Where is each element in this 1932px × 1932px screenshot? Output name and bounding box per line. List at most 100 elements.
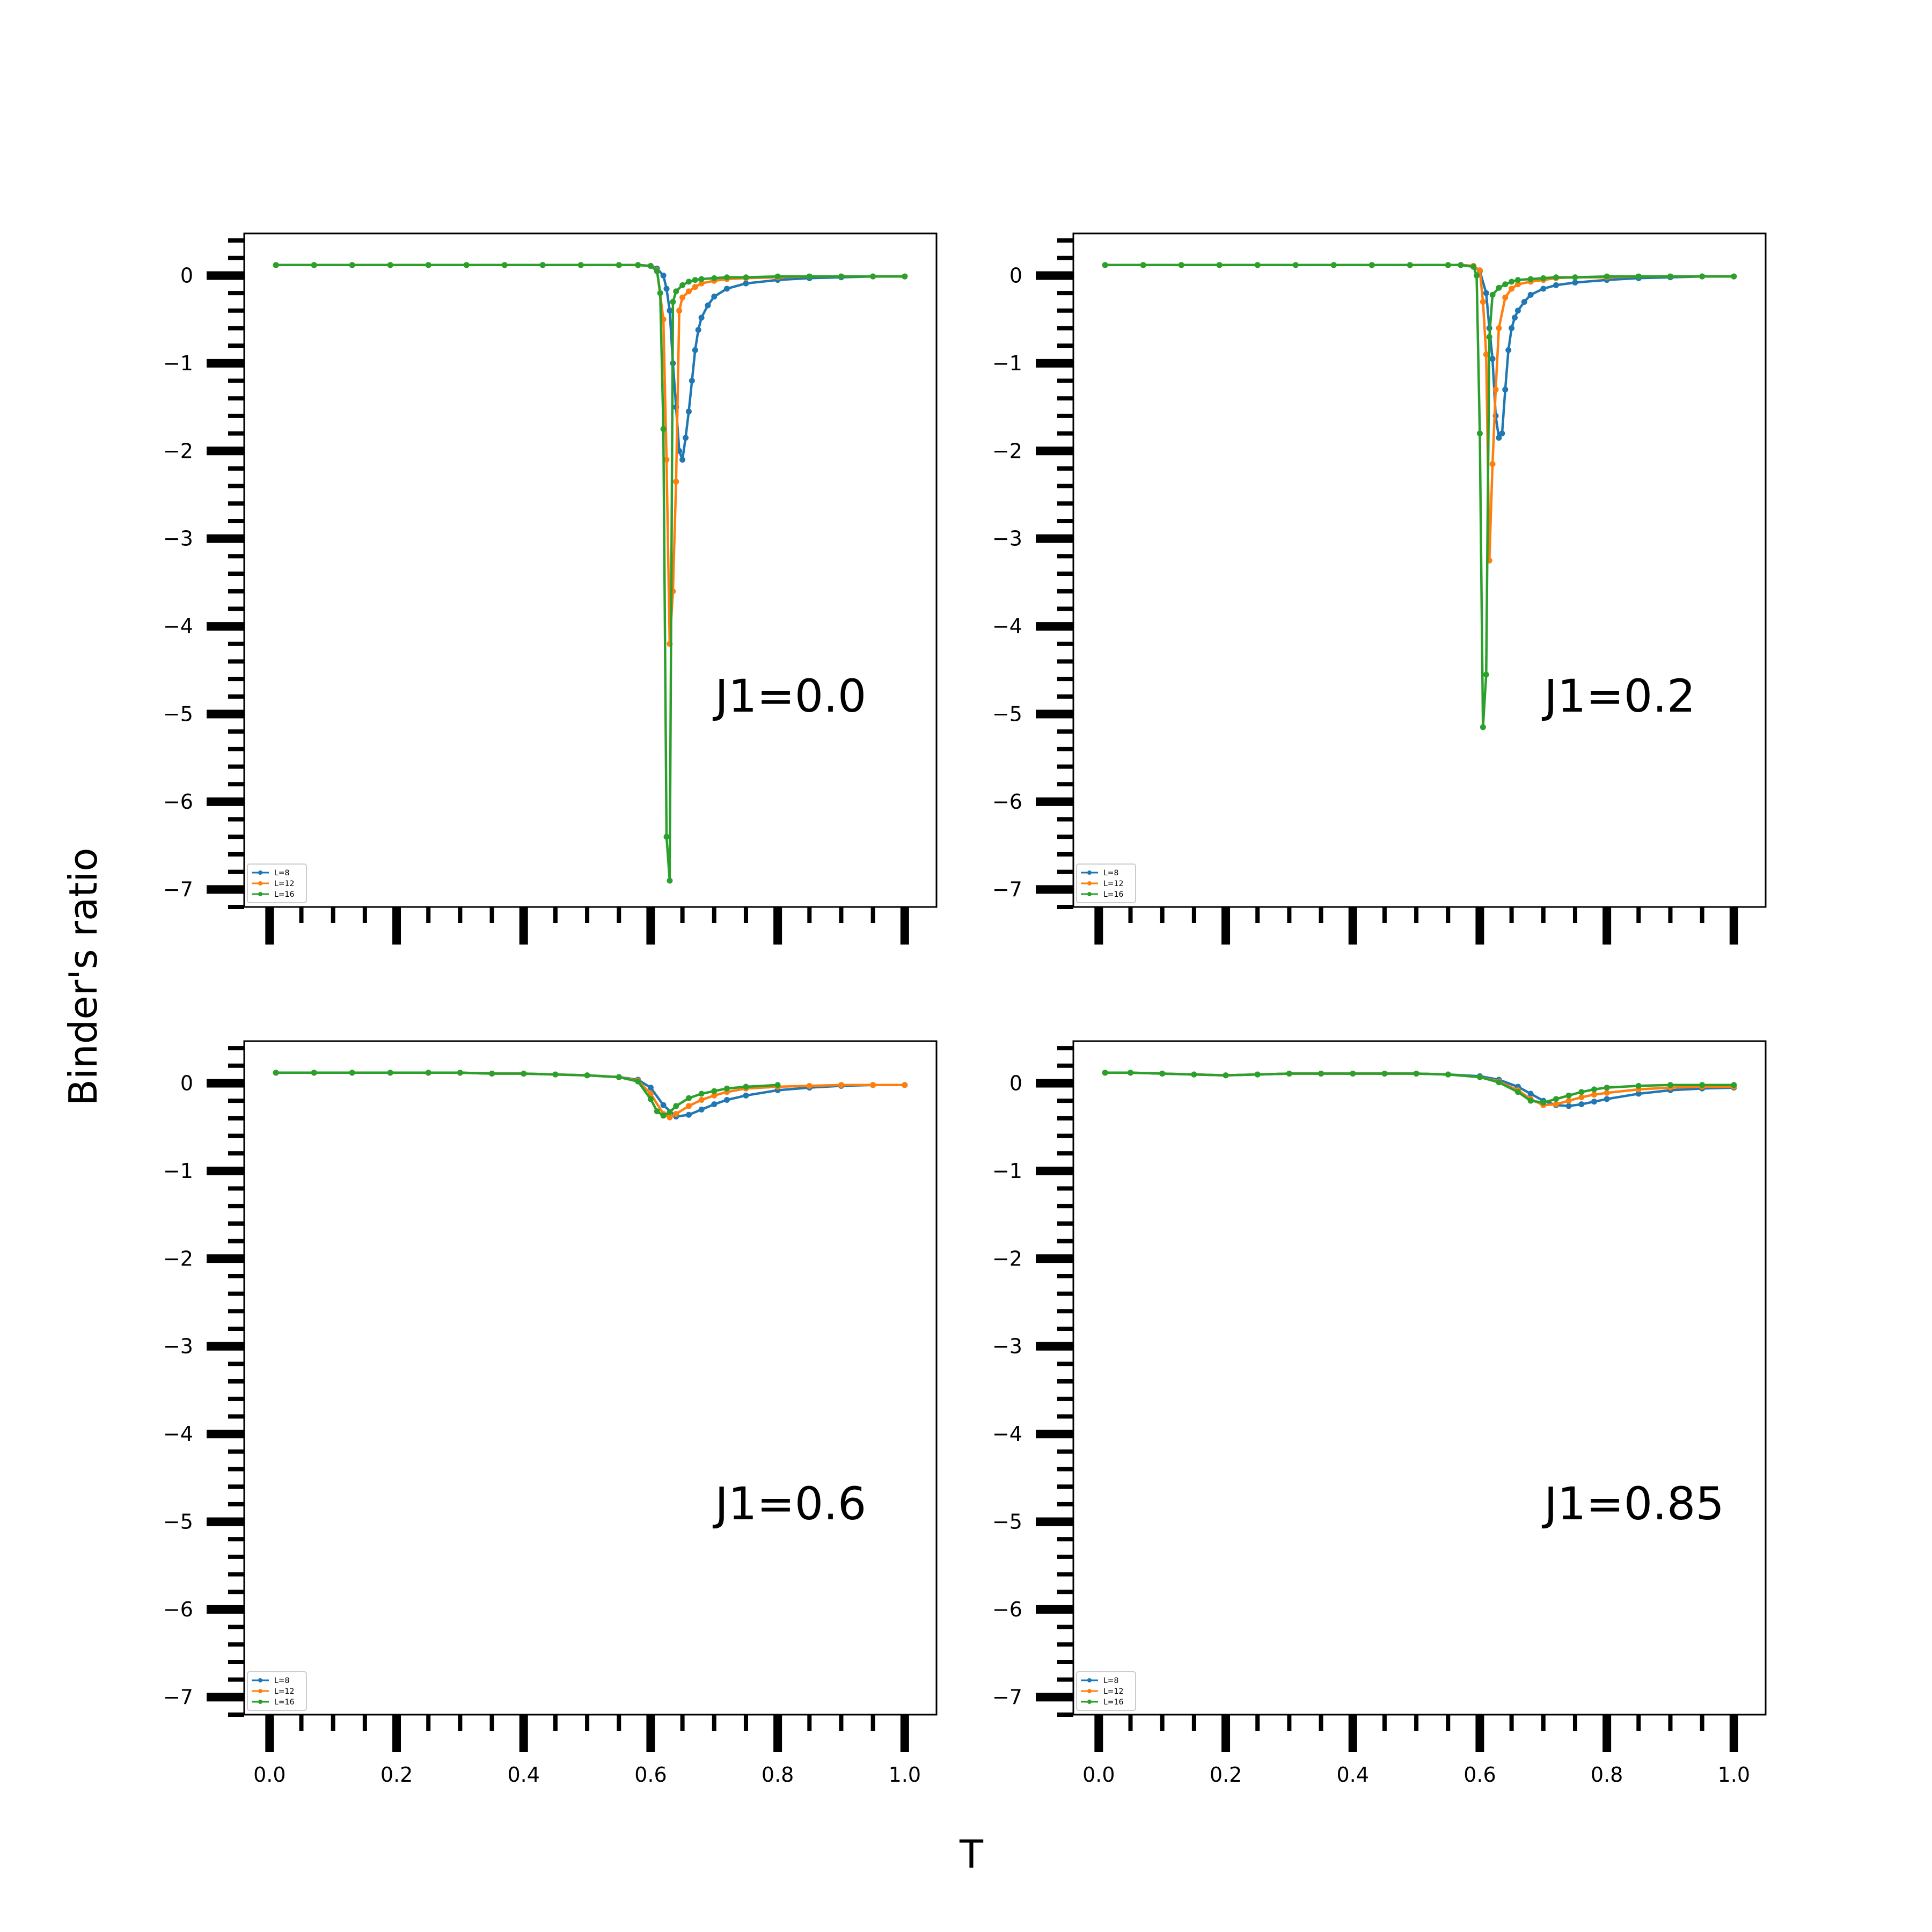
data-point xyxy=(1527,1097,1534,1104)
data-point xyxy=(1572,274,1578,281)
data-point xyxy=(663,833,670,840)
data-point xyxy=(660,272,667,279)
data-point xyxy=(1480,724,1486,730)
data-point xyxy=(1540,1099,1547,1106)
data-point xyxy=(1667,1082,1673,1088)
legend-marker xyxy=(1087,870,1092,875)
x-tick-label: 0.0 xyxy=(253,1763,286,1787)
y-tick-label: −3 xyxy=(163,527,193,551)
data-point xyxy=(1505,347,1512,353)
legend-marker xyxy=(258,892,262,896)
data-point xyxy=(387,1070,393,1076)
data-point xyxy=(663,286,670,292)
data-point xyxy=(723,286,730,292)
data-point xyxy=(1553,274,1559,281)
data-point xyxy=(387,262,393,268)
data-point xyxy=(1476,1074,1483,1080)
legend-label: L=12 xyxy=(1103,880,1123,888)
data-point xyxy=(838,1082,844,1088)
legend-label: L=8 xyxy=(274,1677,289,1685)
data-point xyxy=(1474,272,1480,279)
legend-label: L=8 xyxy=(274,869,289,877)
data-point xyxy=(1191,1071,1197,1078)
data-point xyxy=(1509,279,1515,285)
data-point xyxy=(501,262,508,268)
chart-panel-3: 0 −1 −2 −3 −4 −5 −6 −7 0.0 0.2 0.4 0.6 0.8 1.0 J1=0.6 L… xyxy=(163,1040,938,1787)
x-tick-label: 0.8 xyxy=(762,1763,794,1787)
data-point xyxy=(1489,356,1496,362)
data-point xyxy=(1565,1103,1572,1109)
data-point xyxy=(1540,286,1547,292)
data-point xyxy=(660,1113,667,1119)
data-point xyxy=(743,280,749,287)
data-point xyxy=(723,1085,730,1092)
panel-annotation: J1=0.6 xyxy=(712,1477,866,1530)
data-point xyxy=(679,457,686,463)
x-tick-label: 0.4 xyxy=(1337,1763,1369,1787)
data-point xyxy=(673,478,679,485)
data-point xyxy=(698,314,705,321)
y-tick-label: −4 xyxy=(992,1422,1022,1446)
data-point xyxy=(273,1070,279,1076)
x-axis-label: T xyxy=(959,1832,984,1877)
data-point xyxy=(660,1102,667,1108)
data-point xyxy=(657,290,663,296)
data-point xyxy=(698,1096,705,1103)
data-point xyxy=(1502,281,1509,288)
y-tick-label: −3 xyxy=(992,1335,1022,1358)
y-tick-label: −7 xyxy=(992,877,1022,901)
x-tick-label: 0.2 xyxy=(380,1763,413,1787)
y-tick-label: −7 xyxy=(163,877,193,901)
data-point xyxy=(685,279,692,285)
data-point xyxy=(1578,1094,1585,1101)
y-tick-label: −1 xyxy=(992,1159,1022,1183)
x-tick-label: 0.6 xyxy=(1463,1763,1496,1787)
data-point xyxy=(1140,262,1146,268)
data-point xyxy=(1350,1070,1356,1077)
legend-label: L=8 xyxy=(1103,869,1118,877)
data-point xyxy=(616,1074,622,1080)
data-point xyxy=(1502,386,1509,393)
data-point xyxy=(1483,671,1489,678)
y-tick-label: −7 xyxy=(992,1685,1022,1709)
data-point xyxy=(311,1070,317,1076)
data-point xyxy=(692,284,698,290)
legend-marker xyxy=(258,1678,262,1682)
chart-panel-2: 0 −1 −2 −3 −4 −5 −6 −7 J1=0.2 L=8 L=12 L=16 xyxy=(992,232,1767,945)
data-point xyxy=(1489,291,1496,298)
data-point xyxy=(1486,334,1492,340)
data-point xyxy=(1102,1070,1108,1076)
panel-annotation: J1=0.85 xyxy=(1541,1477,1724,1530)
data-point xyxy=(698,1106,705,1113)
data-point xyxy=(1540,275,1547,281)
y-tick-label: −5 xyxy=(992,702,1022,726)
data-point xyxy=(1591,1086,1597,1093)
x-tick-label: 1.0 xyxy=(1718,1763,1750,1787)
data-point xyxy=(1489,461,1496,467)
data-point xyxy=(1496,284,1502,291)
data-point xyxy=(1699,1082,1706,1088)
data-point xyxy=(1159,1070,1166,1077)
data-point xyxy=(463,262,470,268)
data-point xyxy=(1330,262,1337,268)
data-point xyxy=(1667,273,1673,280)
data-point xyxy=(1699,273,1706,280)
legend-label: L=12 xyxy=(1103,1687,1123,1696)
data-point xyxy=(1635,273,1642,280)
legend-marker xyxy=(258,1689,262,1693)
data-point xyxy=(1496,325,1502,331)
data-point xyxy=(1591,1099,1597,1105)
data-point xyxy=(870,273,876,280)
data-point xyxy=(774,273,781,280)
data-point xyxy=(273,262,279,268)
data-point xyxy=(1178,262,1184,268)
legend-marker xyxy=(1087,881,1092,885)
data-point xyxy=(689,378,695,384)
data-point xyxy=(685,408,692,415)
y-tick-label: −3 xyxy=(992,527,1022,551)
legend-marker xyxy=(258,1700,262,1704)
data-point xyxy=(902,1082,908,1088)
data-point xyxy=(577,262,584,268)
data-point xyxy=(711,1092,718,1099)
x-tick-label: 0.8 xyxy=(1591,1763,1623,1787)
